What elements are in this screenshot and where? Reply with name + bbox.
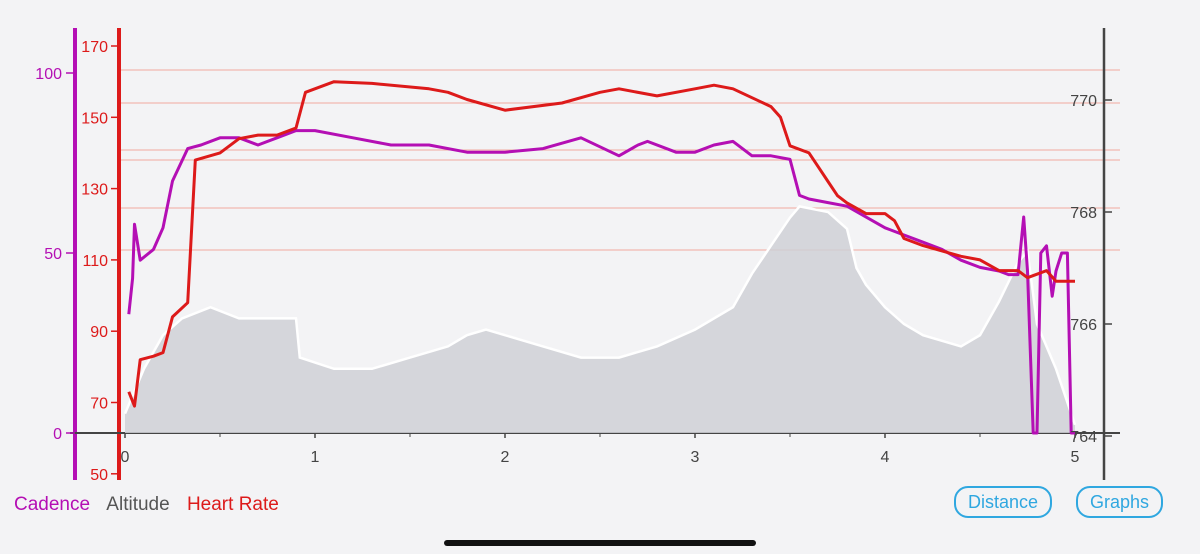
legend-cadence: Cadence	[14, 494, 91, 515]
altitude-line	[123, 205, 1077, 426]
x-tick-label-4: 4	[881, 449, 890, 466]
hr-tick-label-150: 150	[81, 110, 108, 127]
cadence-tick-label-0: 0	[53, 426, 62, 443]
gridlines	[120, 69, 1120, 251]
x-tick-label-3: 3	[691, 449, 700, 466]
hr-tick-label-90: 90	[90, 324, 108, 341]
heart-rate-line	[127, 80, 1075, 408]
x-tick-label-5: 5	[1071, 449, 1080, 466]
hr-tick-label-130: 130	[81, 182, 108, 199]
legend: Cadence Altitude Heart Rate	[14, 494, 291, 516]
tick-labels: 0 1 2 3 4 50501005070901101301501707647667687…	[35, 39, 1097, 480]
x-tick-label-2: 2	[501, 449, 510, 466]
graphs-button[interactable]: Graphs	[1076, 486, 1164, 518]
cadence-tick-label-100: 100	[35, 66, 62, 83]
activity-chart: 0 1 2 3 4 50501005070901101301501707647667687…	[35, 28, 1120, 480]
hr-tick-label-110: 110	[82, 253, 108, 270]
home-indicator	[444, 540, 756, 546]
alt-tick-label-770: 770	[1070, 93, 1097, 110]
alt-tick-label-766: 766	[1070, 317, 1097, 334]
x-tick-label-1: 1	[311, 449, 320, 466]
x-tick-label-0: 0	[121, 449, 130, 466]
cadence-line	[127, 129, 1075, 435]
legend-heart-rate: Heart Rate	[186, 494, 279, 515]
legend-altitude: Altitude	[106, 494, 170, 515]
alt-tick-label-764: 764	[1070, 429, 1097, 446]
cadence-tick-label-50: 50	[44, 246, 62, 263]
hr-tick-label-50: 50	[90, 467, 108, 480]
hr-tick-label-170: 170	[81, 39, 108, 56]
altitude-area	[125, 206, 1075, 433]
series	[123, 80, 1077, 435]
alt-tick-label-768: 768	[1070, 205, 1097, 222]
hr-tick-label-70: 70	[90, 396, 108, 413]
distance-button[interactable]: Distance	[954, 486, 1053, 518]
